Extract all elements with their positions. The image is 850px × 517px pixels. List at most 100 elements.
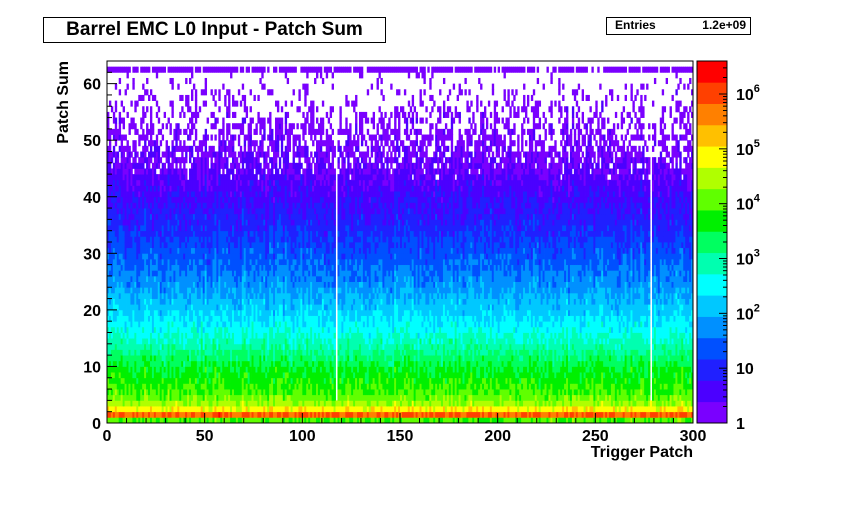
heatmap-cell [142, 400, 145, 407]
heatmap-cell [151, 377, 155, 384]
heatmap-cell [204, 406, 208, 413]
heatmap-cell [247, 275, 250, 282]
heatmap-cell [226, 372, 229, 379]
heatmap-cell [163, 196, 166, 203]
heatmap-cell [208, 168, 211, 175]
heatmap-cell [263, 400, 266, 407]
heatmap-cell [116, 219, 120, 226]
heatmap-cell [247, 332, 250, 339]
heatmap-cell [235, 157, 239, 164]
heatmap-cell [247, 134, 250, 141]
heatmap-cell [114, 219, 118, 226]
heatmap-cell [116, 202, 120, 209]
heatmap-cell [194, 343, 198, 350]
heatmap-cell [134, 157, 137, 164]
heatmap-cell [175, 123, 178, 130]
heatmap-cell [140, 185, 143, 192]
heatmap-cell [198, 185, 202, 192]
heatmap-cell [259, 168, 262, 175]
heatmap-cell [226, 258, 229, 266]
heatmap-cell [226, 236, 229, 243]
heatmap-cell [151, 338, 155, 345]
heatmap-cell [194, 411, 198, 418]
heatmap-cell [202, 100, 206, 107]
heatmap-cell [151, 281, 155, 288]
heatmap-cell [200, 168, 204, 175]
heatmap-cell [122, 309, 125, 316]
heatmap-cell [208, 411, 211, 418]
heatmap-cell [185, 406, 188, 413]
heatmap-cell [265, 242, 268, 249]
heatmap-cell [247, 179, 250, 186]
heatmap-cell [206, 230, 209, 237]
heatmap-cell [245, 281, 249, 288]
heatmap-cell [194, 377, 198, 384]
heatmap-cell [224, 309, 227, 316]
heatmap-cell [282, 417, 286, 424]
heatmap-cell [288, 253, 292, 260]
heatmap-cell [245, 196, 249, 203]
heatmap-cell [187, 123, 190, 130]
heatmap-cell [202, 309, 206, 316]
heatmap-cell [249, 123, 252, 130]
heatmap-cell [185, 196, 188, 203]
heatmap-cell [202, 332, 206, 339]
heatmap-cell [179, 383, 182, 390]
heatmap-cell [237, 355, 241, 362]
heatmap-cell [175, 202, 178, 209]
heatmap-cell [210, 377, 213, 384]
heatmap-cell [165, 304, 168, 311]
heatmap-cell [190, 360, 194, 367]
heatmap-cell [230, 191, 233, 198]
heatmap-cell [181, 332, 184, 339]
heatmap-cell [112, 162, 116, 169]
heatmap-cell [255, 304, 258, 311]
heatmap-cell [235, 213, 239, 220]
heatmap-cell [177, 377, 180, 384]
heatmap-cell [282, 157, 286, 164]
heatmap-cell [253, 247, 256, 254]
heatmap-cell [210, 66, 213, 73]
heatmap-cell [220, 253, 223, 260]
heatmap-cell [118, 389, 122, 396]
heatmap-cell [194, 117, 198, 124]
heatmap-cell [210, 406, 213, 413]
heatmap-cell [245, 179, 249, 186]
heatmap-cell [290, 196, 293, 203]
heatmap-cell [263, 389, 266, 396]
heatmap-cell [284, 377, 288, 384]
heatmap-cell [263, 174, 266, 181]
heatmap-cell [189, 349, 192, 356]
heatmap-cell [130, 389, 133, 396]
heatmap-cell [153, 202, 157, 209]
heatmap-cell [278, 253, 282, 260]
heatmap-cell [149, 281, 153, 288]
heatmap-cell [288, 394, 292, 401]
heatmap-cell [249, 292, 252, 299]
heatmap-cell [148, 157, 151, 164]
heatmap-cell [228, 417, 231, 424]
heatmap-cell [245, 304, 249, 311]
heatmap-cell [161, 372, 165, 379]
heatmap-cell [116, 389, 120, 396]
heatmap-cell [194, 264, 198, 271]
heatmap-cell [233, 349, 237, 356]
heatmap-cell [153, 360, 157, 367]
heatmap-cell [187, 377, 190, 384]
heatmap-cell [208, 383, 211, 390]
heatmap-cell [235, 242, 239, 249]
heatmap-cell [134, 174, 137, 181]
heatmap-cell [253, 383, 256, 390]
heatmap-cell [218, 366, 221, 373]
heatmap-cell [265, 208, 268, 215]
heatmap-cell [116, 338, 120, 345]
heatmap-cell [187, 247, 190, 254]
heatmap-cell [253, 236, 256, 243]
heatmap-cell [228, 292, 231, 299]
heatmap-cell [280, 281, 284, 288]
heatmap-cell [271, 355, 274, 362]
heatmap-cell [220, 258, 223, 266]
heatmap-cell [280, 315, 284, 322]
heatmap-cell [284, 270, 288, 277]
heatmap-cell [247, 202, 250, 209]
